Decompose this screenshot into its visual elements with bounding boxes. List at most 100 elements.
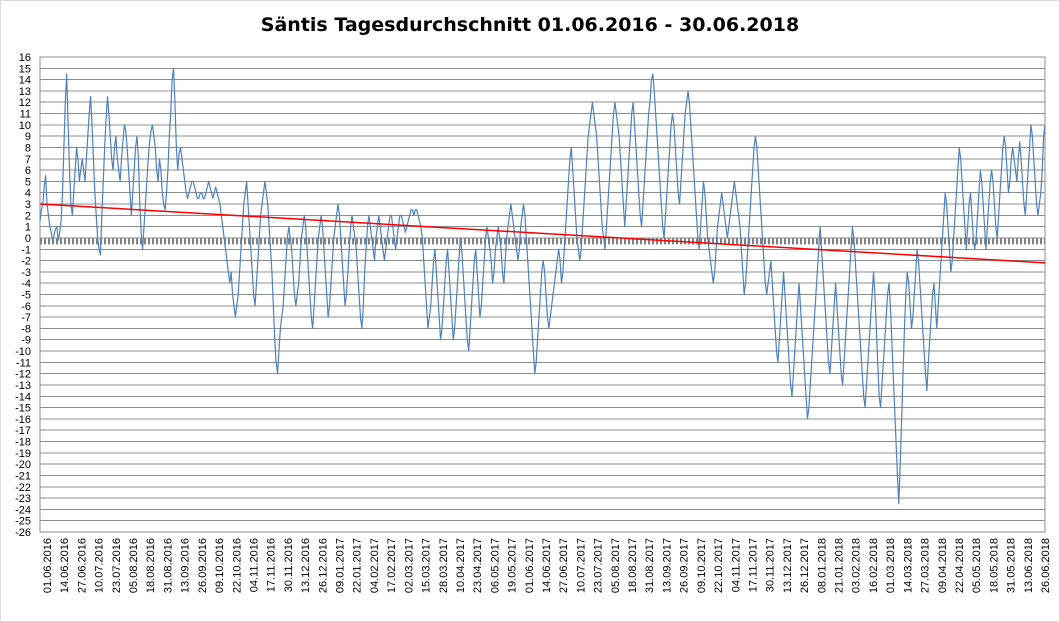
y-tick-label: -24 xyxy=(15,504,31,516)
x-tick-label: 27.03.2018 xyxy=(920,538,932,593)
y-tick-label: -18 xyxy=(15,437,31,449)
x-tick-label: 08.01.2018 xyxy=(816,538,828,593)
x-tick-label: 10.07.2017 xyxy=(575,538,587,593)
x-tick-label: 26.12.2016 xyxy=(317,538,329,593)
x-tick-label: 09.04.2018 xyxy=(937,538,949,593)
x-tick-label: 09.10.2016 xyxy=(214,538,226,593)
x-tick-label: 23.07.2017 xyxy=(593,538,605,593)
y-tick-label: -6 xyxy=(21,301,31,313)
y-tick-label: -26 xyxy=(15,527,31,539)
y-tick-label: -5 xyxy=(21,290,31,302)
x-tick-label: 14.03.2018 xyxy=(902,538,914,593)
x-tick-label: 03.02.2018 xyxy=(851,538,863,593)
x-tick-label: 30.11.2017 xyxy=(765,538,777,592)
y-tick-label: -14 xyxy=(15,391,31,403)
x-tick-label: 04.11.2016 xyxy=(248,538,260,592)
y-tick-label: -1 xyxy=(21,244,31,256)
plot-border xyxy=(39,56,1046,533)
x-tick-label: 26.09.2017 xyxy=(679,538,691,593)
y-tick-label: 11 xyxy=(20,109,31,121)
y-tick-label: -12 xyxy=(15,369,31,381)
x-tick-label: 14.06.2017 xyxy=(541,538,553,593)
y-tick-label: -22 xyxy=(15,482,31,494)
x-tick-label: 23.04.2017 xyxy=(472,538,484,593)
y-tick-label: 16 xyxy=(19,52,31,64)
y-tick-label: 7 xyxy=(25,154,31,166)
x-tick-label: 17.11.2017 xyxy=(747,538,759,592)
x-tick-label: 22.10.2017 xyxy=(713,538,725,593)
x-tick-label: 14.06.2016 xyxy=(59,538,71,593)
x-tick-label: 13.06.2018 xyxy=(1023,538,1035,593)
y-tick-label: -20 xyxy=(15,459,31,471)
y-tick-label: -25 xyxy=(15,516,31,528)
x-tick-label: 16.02.2018 xyxy=(868,538,880,593)
y-tick-label: 2 xyxy=(25,210,31,222)
x-tick-label: 01.06.2017 xyxy=(524,538,536,593)
y-tick-label: -11 xyxy=(16,357,31,369)
series-layer xyxy=(39,67,1046,505)
x-tick-label: 02.03.2017 xyxy=(403,538,415,593)
x-tick-label: 10.04.2017 xyxy=(455,538,467,593)
y-tick-label: 10 xyxy=(19,120,31,132)
x-tick-label: 22.01.2017 xyxy=(352,538,364,593)
x-tick-label: 23.07.2016 xyxy=(111,538,123,593)
y-tick-label: -3 xyxy=(21,267,31,279)
x-tick-label: 01.06.2016 xyxy=(42,538,54,593)
y-tick-label: 14 xyxy=(19,75,31,87)
x-tick-label: 19.05.2017 xyxy=(507,538,519,593)
x-tick-label: 17.02.2017 xyxy=(386,538,398,593)
x-tick-label: 26.09.2016 xyxy=(197,538,209,593)
y-tick-label: 4 xyxy=(25,188,31,200)
x-tick-label: 22.04.2018 xyxy=(954,538,966,593)
x-tick-label: 26.06.2018 xyxy=(1040,538,1052,593)
y-tick-label: -21 xyxy=(15,470,31,482)
x-tick-label: 10.07.2016 xyxy=(94,538,106,593)
x-tick-label: 04.11.2017 xyxy=(730,538,742,592)
y-tick-label: -7 xyxy=(21,312,31,324)
x-tick-label: 31.08.2017 xyxy=(644,538,656,593)
x-tick-label: 26.12.2017 xyxy=(799,538,811,593)
x-tick-label: 13.09.2017 xyxy=(661,538,673,593)
gridlines xyxy=(39,56,1046,533)
y-tick-label: -19 xyxy=(15,448,31,460)
y-tick-label: 1 xyxy=(25,222,31,234)
x-tick-label: 27.06.2017 xyxy=(558,538,570,593)
x-tick-label: 27.06.2016 xyxy=(76,538,88,593)
y-tick-label: -9 xyxy=(21,335,31,347)
x-tick-label: 06.05.2017 xyxy=(489,538,501,593)
x-tick-label: 13.12.2017 xyxy=(782,538,794,593)
y-tick-label: -15 xyxy=(15,403,31,415)
y-tick-label: 12 xyxy=(19,97,31,109)
y-tick-label: -10 xyxy=(15,346,31,358)
x-tick-label: 22.10.2016 xyxy=(231,538,243,593)
x-tick-label: 13.09.2016 xyxy=(180,538,192,593)
y-tick-label: 5 xyxy=(25,176,31,188)
x-tick-label: 04.02.2017 xyxy=(369,538,381,593)
temperature-series-line xyxy=(39,67,1046,505)
y-tick-label: 13 xyxy=(19,86,31,98)
y-tick-label: -2 xyxy=(21,256,31,268)
y-tick-label: -23 xyxy=(15,493,31,505)
x-tick-label: 05.08.2017 xyxy=(610,538,622,593)
y-tick-label: -8 xyxy=(21,323,31,335)
y-tick-label: 0 xyxy=(25,233,31,245)
x-tick-label: 31.05.2018 xyxy=(1006,538,1018,593)
y-tick-label: 15 xyxy=(19,63,31,75)
y-tick-label: 8 xyxy=(25,142,31,154)
x-tick-label: 09.10.2017 xyxy=(696,538,708,593)
x-tick-label: 01.03.2018 xyxy=(885,538,897,593)
x-tick-label: 18.08.2017 xyxy=(627,538,639,593)
y-tick-label: -13 xyxy=(15,380,31,392)
y-tick-label: -16 xyxy=(15,414,31,426)
x-tick-label: 31.08.2016 xyxy=(162,538,174,593)
chart-title: Säntis Tagesdurchschnitt 01.06.2016 - 30… xyxy=(260,14,800,36)
x-tick-label: 28.03.2017 xyxy=(438,538,450,593)
x-tick-label: 13.12.2016 xyxy=(300,538,312,593)
x-axis: 01.06.2016 14.06.2016 27.06.2016 10.07.2016… xyxy=(42,538,1052,593)
y-tick-label: -17 xyxy=(15,425,31,437)
x-tick-label: 17.11.2016 xyxy=(266,538,278,592)
y-tick-label: 3 xyxy=(25,199,31,211)
x-tick-label: 15.03.2017 xyxy=(421,538,433,593)
y-tick-label: -4 xyxy=(21,278,31,290)
